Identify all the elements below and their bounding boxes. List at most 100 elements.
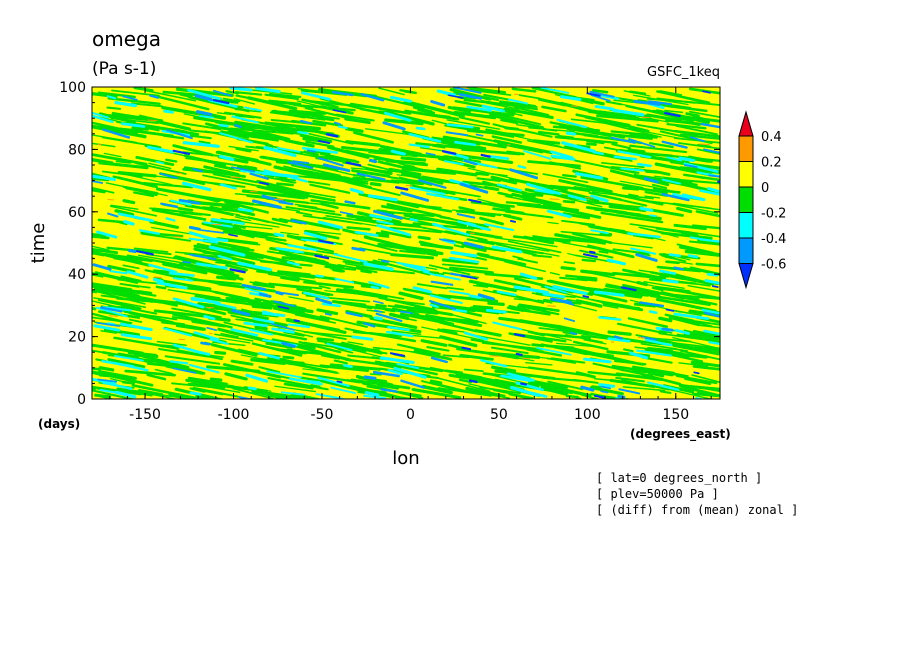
field-streak: [648, 310, 658, 314]
field-streak: [194, 94, 213, 102]
field-streak: [165, 364, 204, 375]
field-streak: [491, 245, 523, 254]
field-streak: [622, 283, 685, 300]
field-streak: [200, 341, 211, 346]
field-streak: [141, 232, 192, 242]
field-streak: [193, 247, 256, 265]
field-streak: [384, 111, 412, 122]
field-streak: [191, 319, 227, 328]
field-streak: [620, 167, 645, 172]
field-streak: [463, 159, 478, 166]
field-streak: [93, 324, 121, 332]
note-lat: [ lat=0 degrees_north ]: [596, 471, 762, 485]
field-streak: [178, 338, 186, 341]
field-streak: [98, 161, 149, 170]
field-streak: [190, 296, 221, 305]
field-streak: [92, 312, 131, 325]
field-streak: [114, 100, 138, 108]
field-streak: [537, 299, 553, 304]
field-streak: [559, 101, 616, 119]
field-streak: [413, 350, 433, 356]
field-streak: [288, 296, 314, 302]
field-streak: [303, 331, 359, 338]
field-streak: [156, 340, 187, 346]
field-streak: [234, 124, 242, 129]
field-streak: [441, 328, 466, 333]
field-streak: [128, 318, 143, 323]
field-streak: [600, 390, 609, 394]
field-streak: [294, 313, 337, 324]
field-streak: [215, 150, 259, 162]
field-streak: [636, 123, 699, 137]
field-streak: [627, 317, 669, 328]
field-streak: [516, 202, 580, 212]
field-streak: [435, 382, 466, 392]
field-streak: [453, 87, 482, 94]
field-streak: [692, 329, 720, 339]
field-streak: [481, 104, 505, 113]
field-streak: [654, 175, 680, 180]
field-streak: [446, 123, 474, 129]
field-streak: [441, 258, 479, 265]
field-streak: [135, 250, 154, 256]
field-streak: [490, 175, 518, 185]
field-streak: [225, 330, 260, 341]
field-streak: [504, 126, 520, 131]
field-streak: [210, 244, 265, 258]
field-streak: [147, 119, 158, 121]
field-streak: [172, 343, 203, 355]
field-streak: [445, 355, 449, 358]
field-streak: [444, 155, 482, 163]
field-streak: [281, 341, 296, 348]
field-streak: [280, 231, 299, 236]
field-streak: [172, 149, 191, 156]
field-streak: [375, 303, 387, 308]
field-streak: [230, 314, 257, 322]
field-streak: [588, 250, 596, 254]
field-streak: [153, 360, 177, 368]
field-streak: [234, 91, 263, 96]
field-streak: [540, 386, 569, 395]
field-streak: [618, 388, 641, 395]
field-streak: [421, 186, 457, 194]
field-streak: [373, 316, 383, 321]
field-streak: [590, 194, 609, 203]
field-streak: [654, 170, 671, 176]
field-streak: [620, 286, 637, 292]
colorbar-label: -0.2: [761, 207, 786, 222]
field-streak: [702, 90, 712, 94]
colorbar-extend-top: [738, 110, 754, 137]
field-streak: [329, 267, 345, 273]
field-streak: [380, 230, 412, 239]
field-streak: [172, 367, 197, 374]
field-streak: [114, 355, 144, 362]
field-streak: [436, 143, 474, 151]
field-streak: [283, 165, 346, 182]
field-streak: [235, 214, 293, 228]
field-streak: [460, 274, 478, 280]
field-streak: [508, 177, 568, 192]
field-streak: [224, 200, 269, 214]
field-streak: [537, 130, 560, 136]
field-streak: [635, 253, 658, 262]
x-tick-label: -100: [218, 407, 250, 423]
field-streak: [628, 90, 647, 96]
field-streak: [598, 316, 622, 321]
field-streak: [678, 261, 693, 265]
note-plev: [ plev=50000 Pa ]: [596, 487, 719, 501]
field-streak: [349, 187, 364, 195]
field-streak: [590, 94, 611, 102]
field-streak: [334, 277, 355, 284]
field-streak: [286, 193, 309, 199]
field-streak: [304, 106, 368, 124]
field-streak: [701, 308, 720, 315]
field-streak: [120, 305, 158, 315]
field-streak: [540, 87, 570, 94]
field-streak: [182, 151, 222, 158]
field-streak: [165, 217, 176, 222]
field-streak: [671, 309, 702, 316]
field-streak: [218, 337, 251, 344]
field-streak: [664, 109, 684, 114]
field-streak: [614, 359, 647, 366]
field-streak: [92, 349, 110, 355]
